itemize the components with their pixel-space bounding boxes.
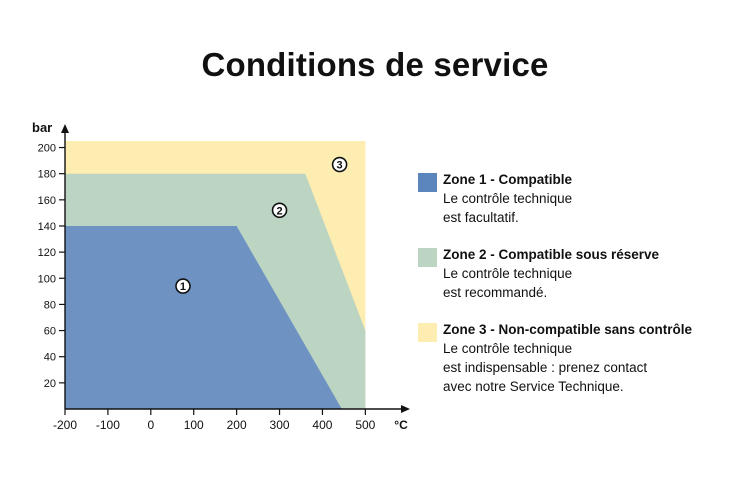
y-tick-label: 100 [38,273,56,285]
x-tick-label: 0 [147,418,154,432]
legend-item-zone-3: Zone 3 - Non-compatible sans contrôle Le… [418,320,738,396]
legend-swatch-zone-2 [418,248,437,267]
zone-2-marker [271,202,288,219]
x-tick-label: 200 [227,418,247,432]
x-axis-label: °C [394,418,408,432]
legend-title-zone-1: Zone 1 - Compatible [443,172,573,187]
x-tick-label: 500 [355,418,375,432]
y-tick-label: 40 [44,352,56,364]
zone-3-marker [331,156,348,173]
y-tick-label: 60 [44,326,56,338]
legend-desc-zone-1: Le contrôle technique est facultatif. [443,191,573,225]
y-tick-label: 120 [38,247,56,259]
x-tick-label: -200 [53,418,77,432]
zone-1-marker-label: 1 [180,281,186,293]
zone-2-marker-label: 2 [276,205,282,217]
x-tick-label: 100 [184,418,204,432]
y-tick-label: 80 [44,299,56,311]
legend-desc-zone-3: Le contrôle technique est indispensable … [443,341,648,394]
legend-title-zone-2: Zone 2 - Compatible sous réserve [443,247,660,262]
legend-title-zone-3: Zone 3 - Non-compatible sans contrôle [443,322,693,337]
y-axis-arrow [61,124,69,133]
zone-1-marker [175,278,191,294]
x-tick-label: 400 [312,418,332,432]
x-tick-label: 300 [270,418,290,432]
x-tick-label: -100 [96,418,120,432]
legend: Zone 1 - Compatible Le contrôle techniqu… [418,170,738,414]
y-tick-label: 140 [38,221,56,233]
y-tick-label: 200 [38,143,56,155]
y-tick-label: 180 [38,169,56,181]
legend-item-zone-1: Zone 1 - Compatible Le contrôle techniqu… [418,170,738,227]
zone-1-area [65,226,342,409]
y-tick-label: 20 [44,378,56,390]
legend-swatch-zone-3 [418,323,437,342]
y-axis-label: bar [32,120,52,135]
service-conditions-chart: 3 2 1 -200 -100 0 100 200 300 400 500 20 40 60 80 100 12… [32,120,410,432]
zone-3-marker-label: 3 [337,160,343,172]
legend-item-zone-2: Zone 2 - Compatible sous réserve Le cont… [418,245,738,302]
y-tick-label: 160 [38,195,56,207]
page-title: Conditions de service [201,46,549,83]
x-axis-arrow [401,405,410,413]
legend-desc-zone-2: Le contrôle technique est recommandé. [443,266,573,300]
legend-swatch-zone-1 [418,173,437,192]
